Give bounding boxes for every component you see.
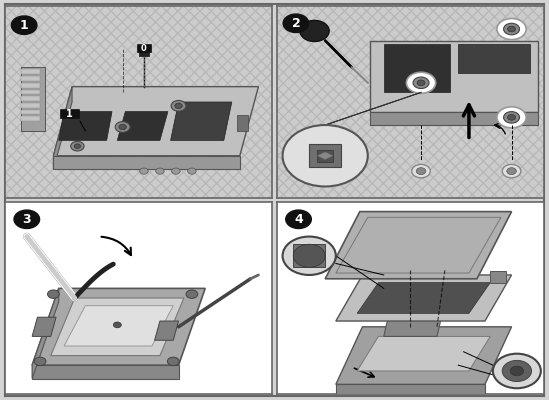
Circle shape <box>188 168 196 174</box>
Circle shape <box>171 100 186 111</box>
Circle shape <box>293 244 325 267</box>
Polygon shape <box>458 44 530 73</box>
Circle shape <box>139 168 148 174</box>
Circle shape <box>406 72 436 93</box>
Bar <box>21 110 40 114</box>
Circle shape <box>186 290 198 298</box>
Polygon shape <box>371 112 538 125</box>
Text: 3: 3 <box>23 213 31 226</box>
Polygon shape <box>336 384 485 394</box>
Bar <box>21 69 40 74</box>
Circle shape <box>510 366 524 376</box>
Bar <box>137 44 150 52</box>
Circle shape <box>14 210 40 228</box>
Polygon shape <box>336 327 512 384</box>
Polygon shape <box>59 112 112 140</box>
Circle shape <box>416 168 426 174</box>
Circle shape <box>283 236 336 275</box>
Polygon shape <box>117 112 168 140</box>
Polygon shape <box>317 150 333 162</box>
Bar <box>21 68 46 131</box>
Text: 1: 1 <box>66 108 73 118</box>
Polygon shape <box>32 365 178 379</box>
Circle shape <box>71 141 84 151</box>
Polygon shape <box>336 275 512 321</box>
Circle shape <box>283 125 368 186</box>
Polygon shape <box>357 336 490 371</box>
Circle shape <box>175 103 182 108</box>
Circle shape <box>497 18 526 40</box>
Polygon shape <box>53 87 72 169</box>
Circle shape <box>497 107 526 128</box>
Polygon shape <box>32 288 59 379</box>
Bar <box>490 271 506 283</box>
Circle shape <box>115 122 130 132</box>
Polygon shape <box>309 144 341 167</box>
Circle shape <box>507 168 517 174</box>
Bar <box>21 116 40 121</box>
Bar <box>21 96 40 101</box>
Circle shape <box>156 168 164 174</box>
Circle shape <box>508 26 516 32</box>
Polygon shape <box>171 102 232 140</box>
Circle shape <box>503 112 519 123</box>
Polygon shape <box>53 87 259 156</box>
Circle shape <box>502 360 531 382</box>
Bar <box>21 103 40 108</box>
Bar <box>60 109 79 118</box>
Circle shape <box>508 114 516 120</box>
Polygon shape <box>384 44 450 92</box>
Bar <box>138 49 149 56</box>
Circle shape <box>412 164 430 178</box>
Polygon shape <box>64 306 173 346</box>
Circle shape <box>503 23 519 35</box>
Circle shape <box>48 290 59 298</box>
Circle shape <box>413 77 429 88</box>
Bar <box>21 76 40 81</box>
Circle shape <box>74 144 81 148</box>
Polygon shape <box>325 212 512 279</box>
Polygon shape <box>53 156 240 169</box>
Polygon shape <box>357 283 490 313</box>
Circle shape <box>502 164 521 178</box>
Bar <box>293 244 325 267</box>
Circle shape <box>172 168 180 174</box>
Polygon shape <box>32 288 205 365</box>
Circle shape <box>34 357 46 366</box>
Polygon shape <box>317 152 333 160</box>
Circle shape <box>300 20 329 42</box>
Circle shape <box>417 80 425 86</box>
Text: 4: 4 <box>294 213 303 226</box>
Text: 1: 1 <box>20 19 29 32</box>
Polygon shape <box>51 298 184 356</box>
Bar <box>21 90 40 94</box>
Circle shape <box>167 357 179 366</box>
Polygon shape <box>371 40 538 112</box>
Circle shape <box>113 322 121 328</box>
Circle shape <box>12 16 37 34</box>
Polygon shape <box>32 317 56 336</box>
Bar <box>21 83 40 88</box>
Circle shape <box>286 210 311 228</box>
Bar <box>237 116 248 131</box>
Text: 2: 2 <box>292 17 300 30</box>
Polygon shape <box>155 321 178 340</box>
Polygon shape <box>384 313 442 336</box>
Text: 0: 0 <box>141 44 147 53</box>
Circle shape <box>283 14 309 32</box>
Circle shape <box>119 124 126 130</box>
Circle shape <box>493 354 541 388</box>
